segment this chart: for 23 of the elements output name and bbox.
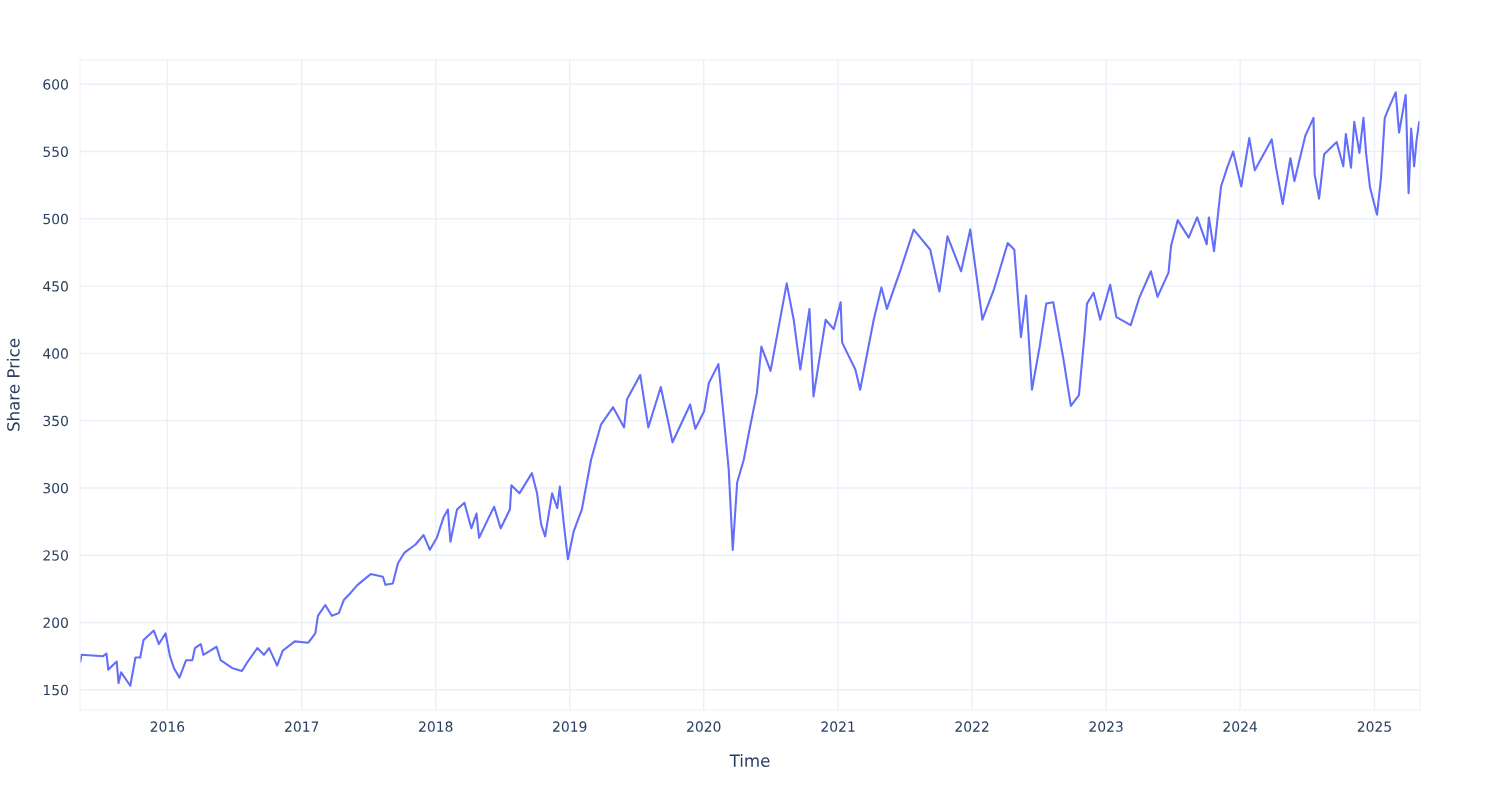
x-tick-label: 2022 — [955, 721, 989, 732]
x-tick-label: 2019 — [553, 721, 587, 732]
line-series — [80, 91, 1420, 687]
y-tick-label: 600 — [43, 79, 68, 90]
y-tick-label: 350 — [43, 415, 68, 427]
y-tick-label: 250 — [43, 550, 68, 561]
x-tick-label: 2016 — [150, 721, 185, 732]
x-tick-label: 2020 — [687, 721, 721, 732]
y-tick-label: 300 — [43, 482, 68, 494]
y-tick-label: 200 — [43, 617, 68, 628]
x-axis-title: Time — [729, 754, 770, 767]
x-tick-label: 2018 — [419, 721, 453, 732]
y-tick-label: 150 — [43, 684, 68, 696]
y-tick-label: 500 — [43, 213, 68, 225]
x-tick-label: 2021 — [821, 721, 855, 732]
x-tick-label: 2024 — [1223, 721, 1257, 732]
x-tick-label: 2023 — [1089, 721, 1123, 732]
y-tick-label: 400 — [43, 348, 68, 359]
x-tick-label: 2025 — [1357, 721, 1391, 732]
x-tick-label: 2017 — [285, 721, 319, 732]
y-axis-title: Share Price — [6, 338, 20, 431]
y-tick-label: 450 — [43, 281, 68, 292]
y-tick-label: 550 — [43, 146, 68, 157]
